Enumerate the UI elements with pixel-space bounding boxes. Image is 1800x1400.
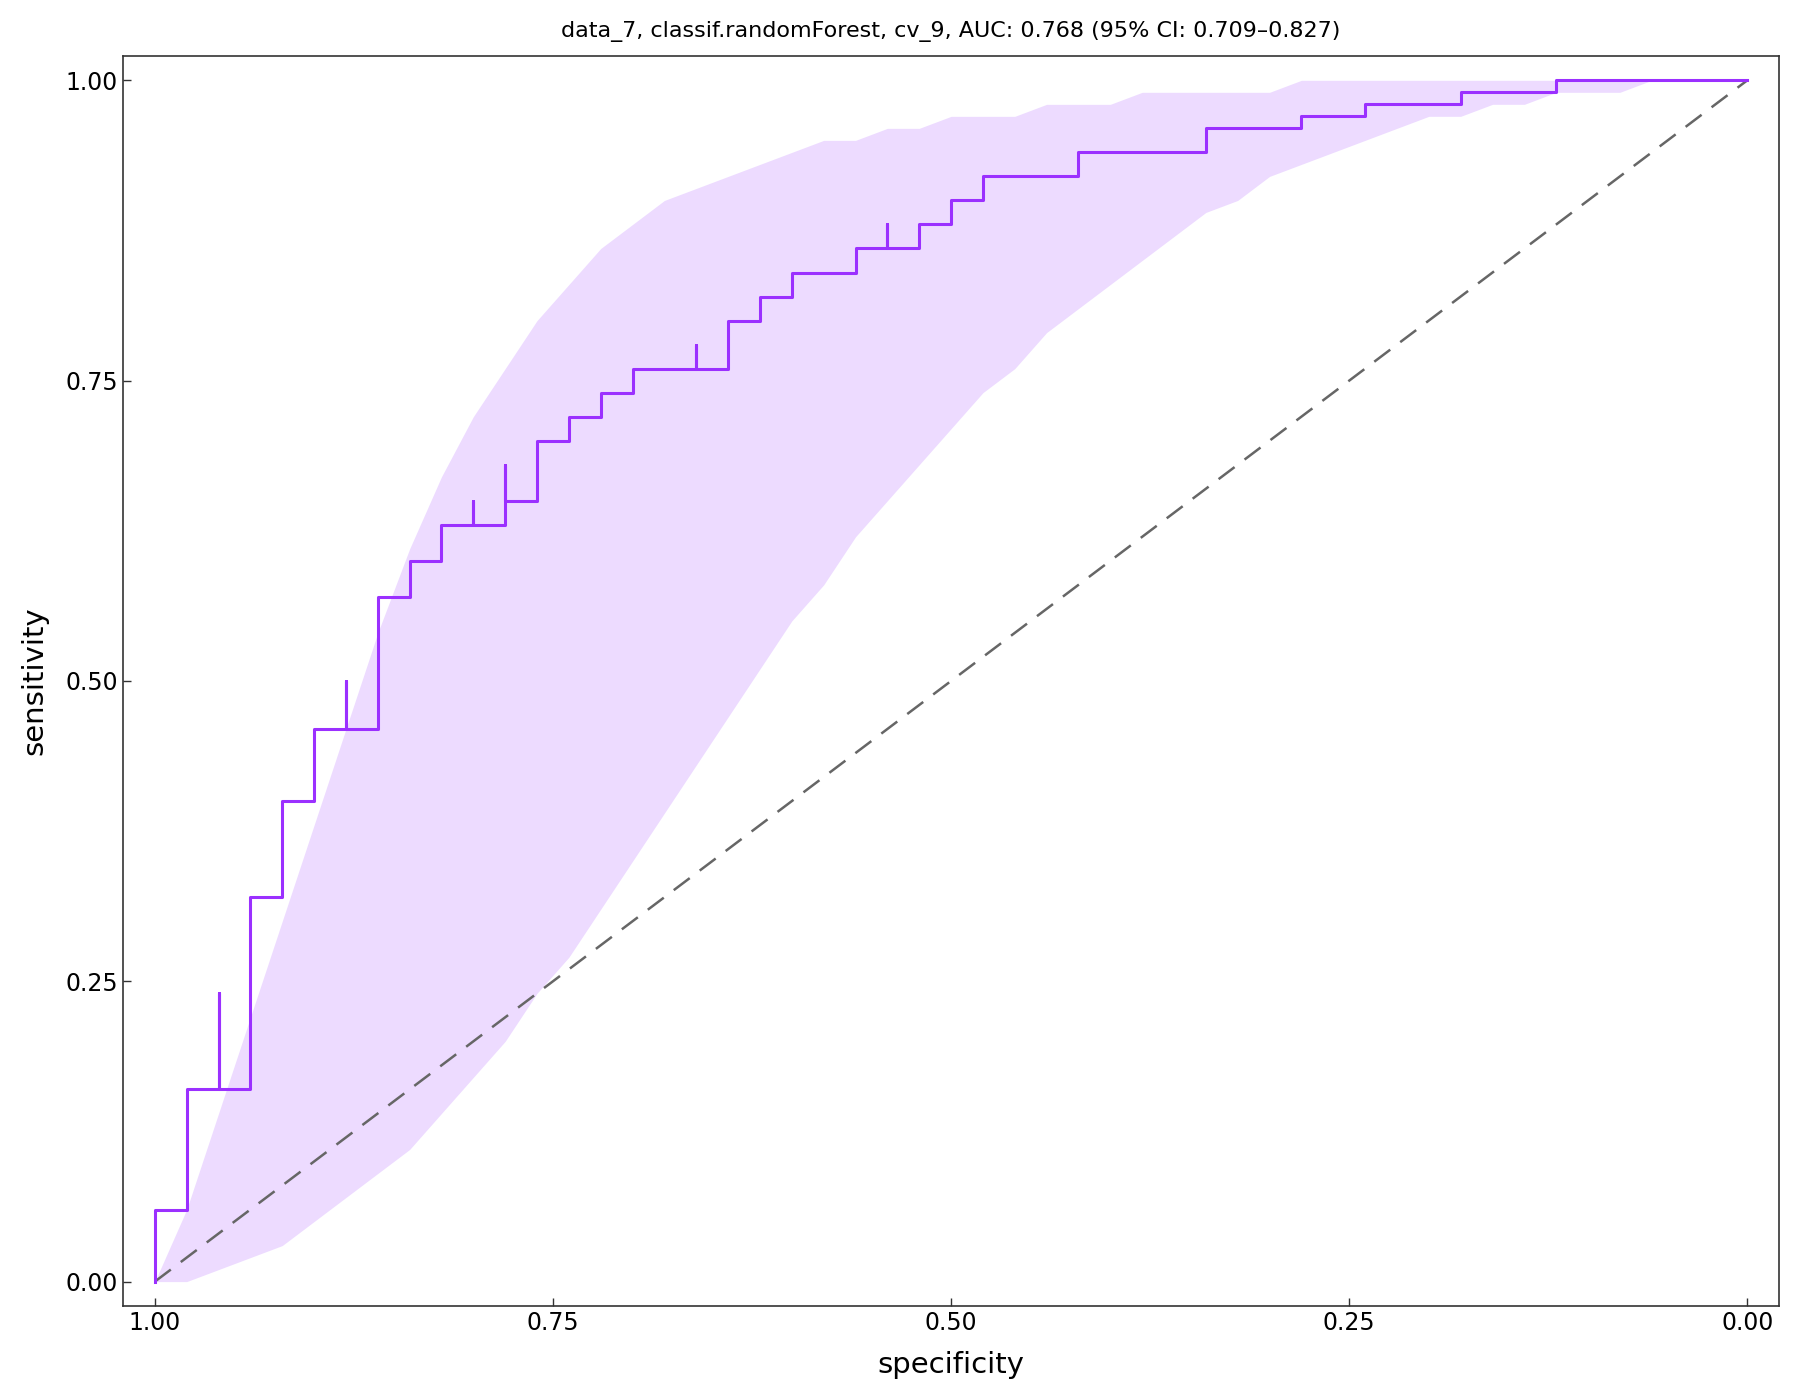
X-axis label: specificity: specificity [878, 1351, 1024, 1379]
Y-axis label: sensitivity: sensitivity [22, 606, 49, 756]
Title: data_7, classif.randomForest, cv_9, AUC: 0.768 (95% CI: 0.709–0.827): data_7, classif.randomForest, cv_9, AUC:… [562, 21, 1341, 42]
